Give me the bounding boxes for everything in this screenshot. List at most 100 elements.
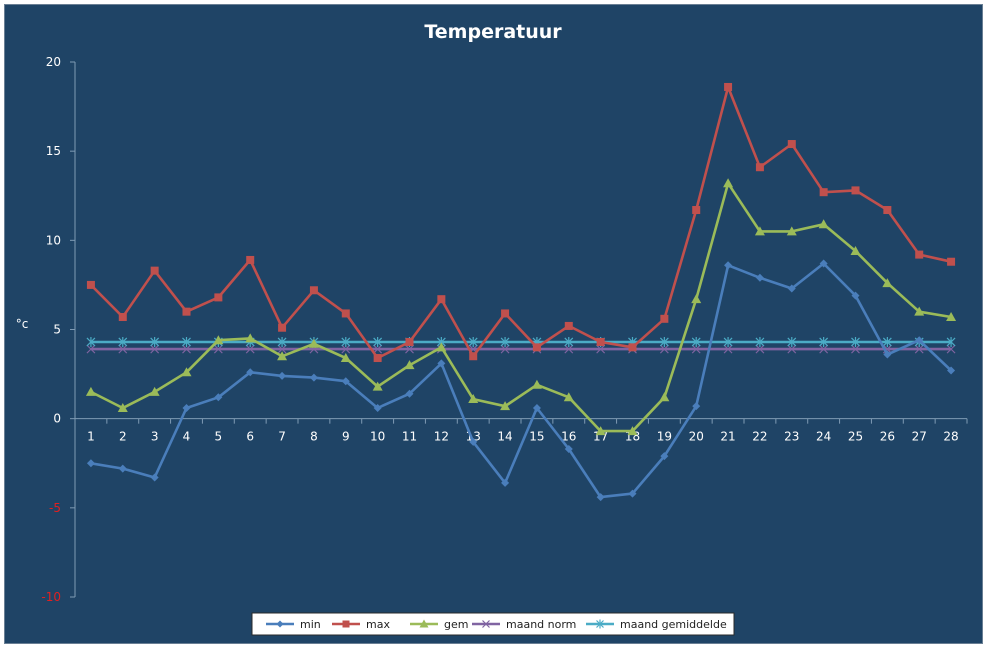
data-point-gem [595,426,606,436]
data-point-maand-norm [373,344,383,354]
x-tick-label: 16 [561,430,576,444]
x-tick-label: 20 [689,430,704,444]
series-maand-norm [86,344,956,354]
series-line-max [89,85,952,360]
data-point-gem [340,353,351,363]
data-point-min [86,459,95,468]
data-point-gem [882,278,893,288]
series-min [86,259,956,502]
data-point-min [469,437,478,446]
data-point-maand-norm [914,344,924,354]
data-point-maand-norm [946,344,956,354]
data-point-gem [372,381,383,391]
y-tick-label: 0 [53,412,61,426]
x-tick-label: 27 [912,430,927,444]
data-point-min [819,259,828,268]
legend-label: min [300,618,321,631]
data-point-max [532,343,541,352]
data-point-max [787,140,796,149]
data-point-maand-norm [819,344,829,354]
data-point-gem [468,394,479,404]
data-point-maand-norm [182,344,191,354]
data-point-maand-gemiddelde [341,336,351,347]
data-point-maand-norm [755,344,765,354]
legend-item-gem: gem [410,618,468,631]
legend-label: maand gemiddelde [620,618,727,631]
series-line-gem [90,182,952,433]
data-point-maand-norm [213,344,223,354]
x-tick-label: 28 [943,430,958,444]
data-point-maand-gemiddelde [787,336,797,347]
data-point-min [660,452,669,461]
x-tick-label: 12 [434,430,449,444]
legend: min max gem maand norm maand gemiddelde [251,612,735,636]
data-point-gem [500,401,511,411]
data-point-gem [627,426,638,436]
x-tick-label: 9 [342,430,350,444]
data-point-max [564,321,573,330]
data-point-min [596,493,605,502]
data-point-max [373,354,382,363]
x-tick-label: 11 [402,430,417,444]
data-point-maand-gemiddelde [946,336,956,347]
chart-frame [4,4,983,644]
data-point-min [309,373,318,382]
y-axis: 20 15 10 5 0 -5 -10 [41,55,76,604]
legend-item-min: min [266,618,321,631]
data-point-maand-gemiddelde [659,336,669,347]
data-point-maand-norm [150,344,160,354]
data-point-min [246,368,255,377]
data-point-max [341,309,350,318]
data-point-maand-gemiddelde [500,336,510,347]
x-tick-label: 7 [278,430,286,444]
data-point-max [947,257,956,266]
y-tick-label: 5 [53,323,61,337]
data-point-gem [754,226,765,236]
data-point-min [628,489,637,498]
data-point-gem [786,226,797,236]
data-point-min [755,273,764,282]
data-point-gem [149,386,160,396]
x-tick-label: 4 [183,430,191,444]
series-layer [85,82,957,502]
legend-label: maand norm [506,618,576,631]
data-point-maand-gemiddelde [755,336,765,347]
data-point-maand-norm [405,344,414,354]
x-tick-label: 15 [529,430,544,444]
data-point-maand-gemiddelde [86,336,96,347]
data-point-maand-gemiddelde [564,336,574,347]
data-point-gem [117,402,128,412]
data-point-max [724,82,733,91]
data-point-gem [659,392,670,402]
data-point-max [246,255,255,264]
x-tick-label: 22 [752,430,767,444]
data-point-maand-gemiddelde [851,336,860,347]
data-point-gem [563,392,574,402]
data-point-maand-norm [86,344,96,354]
data-point-max [150,266,159,275]
data-point-min [437,359,446,368]
series-gem [85,178,957,436]
data-point-maand-gemiddelde [182,336,191,347]
data-point-maand-norm [245,344,255,354]
data-point-gem [181,367,192,377]
data-point-maand-norm [500,344,510,354]
data-point-min [532,403,541,412]
data-point-gem [404,360,415,370]
y-tick-label: -10 [41,590,61,604]
x-tick-label: 10 [370,430,385,444]
data-point-maand-gemiddelde [373,336,383,347]
data-point-maand-norm [851,344,860,354]
data-point-maand-gemiddelde [691,336,701,347]
data-point-maand-norm [691,344,701,354]
data-point-gem [213,335,224,345]
data-point-max [628,343,637,352]
data-point-maand-gemiddelde [819,336,829,347]
data-point-max [309,286,318,295]
data-point-max [118,313,127,322]
data-point-maand-gemiddelde [118,336,128,347]
data-point-max [182,307,191,316]
data-point-maand-norm [277,344,287,354]
data-point-gem [308,338,319,348]
data-point-min [278,371,287,380]
